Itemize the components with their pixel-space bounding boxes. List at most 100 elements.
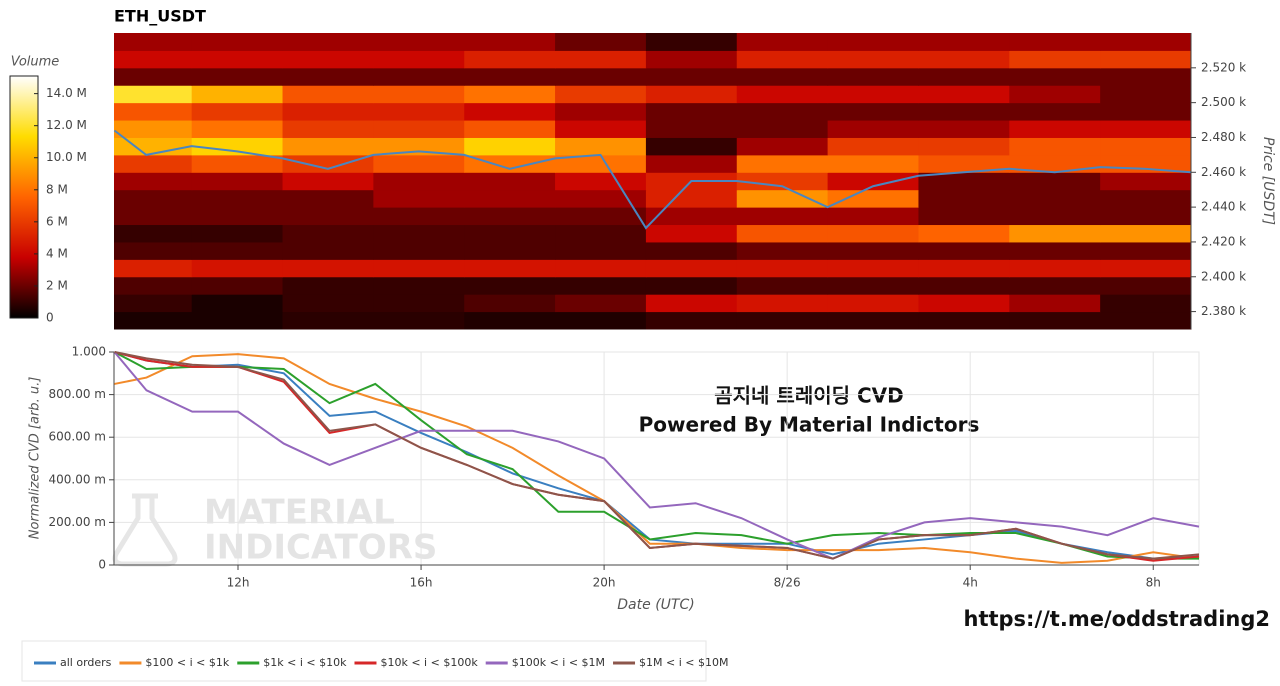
heatmap-cell bbox=[282, 33, 374, 51]
heatmap-cell bbox=[1009, 50, 1101, 69]
heatmap-cell bbox=[373, 154, 465, 173]
heatmap-cell bbox=[645, 137, 738, 156]
heatmap-cell bbox=[464, 294, 556, 313]
heatmap-cell bbox=[373, 276, 465, 295]
heatmap-cell bbox=[918, 224, 1010, 243]
heatmap-cell bbox=[1009, 207, 1101, 226]
heatmap-cell bbox=[555, 189, 647, 208]
colorbar-tick-label: 8 M bbox=[46, 182, 68, 196]
heatmap-cell bbox=[736, 50, 829, 69]
x-tick-label: 8h bbox=[1146, 576, 1161, 590]
heatmap-cell bbox=[645, 154, 738, 173]
heatmap-cell bbox=[555, 120, 647, 138]
heatmap-cell bbox=[373, 259, 465, 278]
heatmap-cell bbox=[827, 241, 919, 260]
heatmap-cell bbox=[114, 311, 193, 330]
heatmap-cell bbox=[918, 102, 1010, 121]
heatmap-cell bbox=[282, 259, 374, 278]
heatmap-cell bbox=[191, 172, 284, 191]
y-tick-label: 2.500 k bbox=[1201, 95, 1246, 109]
heatmap-cell bbox=[114, 67, 193, 86]
heatmap-cell bbox=[645, 102, 738, 121]
cvd-line bbox=[113, 351, 1199, 560]
link[interactable]: https://t.me/oddstrading2 bbox=[964, 607, 1271, 631]
heatmap-cell bbox=[464, 172, 556, 191]
heatmap-cell bbox=[827, 259, 919, 278]
heatmap-cell bbox=[555, 241, 647, 260]
y-tick-label: 2.420 k bbox=[1201, 234, 1246, 248]
heatmap-cell bbox=[645, 276, 738, 295]
heatmap-cell bbox=[918, 172, 1010, 191]
heatmap-cell bbox=[373, 294, 465, 313]
heatmap-cell bbox=[736, 102, 829, 121]
heatmap-cell bbox=[114, 120, 193, 138]
heatmap-cell bbox=[114, 259, 193, 278]
heatmap-cell bbox=[827, 85, 919, 104]
heatmap-cell bbox=[1009, 276, 1101, 295]
heatmap-cell bbox=[282, 85, 374, 104]
heatmap-cell bbox=[645, 241, 738, 260]
watermark-text: MATERIAL bbox=[204, 493, 395, 533]
heatmap-cell bbox=[645, 224, 738, 243]
heatmap-cell bbox=[282, 224, 374, 243]
heatmap-cell bbox=[282, 67, 374, 86]
colorbar-tick-label: 10.0 M bbox=[46, 150, 87, 164]
heatmap-cell bbox=[1100, 207, 1192, 226]
legend-label: $1k < i < $10k bbox=[263, 656, 347, 669]
annotation: 곰지네 트레이딩 CVD bbox=[714, 384, 903, 408]
heatmap-cell bbox=[464, 85, 556, 104]
heatmap-cell bbox=[373, 50, 465, 69]
heatmap-cell bbox=[736, 189, 829, 208]
x-axis-label: Date (UTC) bbox=[617, 597, 694, 613]
cvd-line bbox=[114, 351, 1200, 560]
legend-label: $100k < i < $1M bbox=[512, 656, 605, 669]
heatmap-cell bbox=[555, 137, 647, 156]
heatmap-cell bbox=[114, 102, 193, 121]
heatmap-cell bbox=[1100, 120, 1192, 138]
heatmap-cell bbox=[555, 259, 647, 278]
heatmap-cell bbox=[736, 276, 829, 295]
heatmap-cell bbox=[114, 172, 193, 191]
heatmap-cell bbox=[827, 50, 919, 69]
heatmap-cell bbox=[918, 189, 1010, 208]
heatmap-cell bbox=[827, 276, 919, 295]
heatmap-cell bbox=[1100, 172, 1192, 191]
heatmap-cell bbox=[191, 102, 284, 121]
heatmap-cell bbox=[827, 137, 919, 156]
heatmap-cell bbox=[191, 294, 284, 313]
heatmap-cell bbox=[1009, 241, 1101, 260]
legend-label: $10k < i < $100k bbox=[380, 656, 478, 669]
heatmap-cell bbox=[191, 154, 284, 173]
heatmap-cell bbox=[373, 311, 465, 330]
heatmap-cell bbox=[555, 33, 647, 51]
heatmap-cell bbox=[282, 154, 374, 173]
heatmap-cell bbox=[282, 120, 374, 138]
cvd-line bbox=[114, 353, 1200, 564]
heatmap-cell bbox=[464, 207, 556, 226]
heatmap-cell bbox=[736, 207, 829, 226]
heatmap-cell bbox=[191, 85, 284, 104]
heatmap-cell bbox=[373, 102, 465, 121]
heatmap-cell bbox=[464, 33, 556, 51]
heatmap-cell bbox=[827, 102, 919, 121]
heatmap-cell bbox=[373, 67, 465, 86]
heatmap-cell bbox=[191, 276, 284, 295]
heatmap-cell bbox=[373, 33, 465, 51]
heatmap-cell bbox=[114, 33, 193, 51]
heatmap-cell bbox=[1100, 67, 1192, 86]
heatmap-cell bbox=[1009, 137, 1101, 156]
heatmap-cell bbox=[191, 120, 284, 138]
heatmap-cell bbox=[736, 137, 829, 156]
heatmap-cell bbox=[191, 189, 284, 208]
heatmap-cell bbox=[918, 50, 1010, 69]
heatmap-cell bbox=[555, 50, 647, 69]
heatmap-cell bbox=[1009, 259, 1101, 278]
heatmap-cell bbox=[1009, 154, 1101, 173]
heatmap-cell bbox=[645, 207, 738, 226]
heatmap-cell bbox=[464, 311, 556, 330]
y-tick-label: 600.00 m bbox=[49, 430, 107, 444]
heatmap-cell bbox=[282, 241, 374, 260]
heatmap-cell bbox=[555, 224, 647, 243]
heatmap-cell bbox=[1100, 311, 1192, 330]
